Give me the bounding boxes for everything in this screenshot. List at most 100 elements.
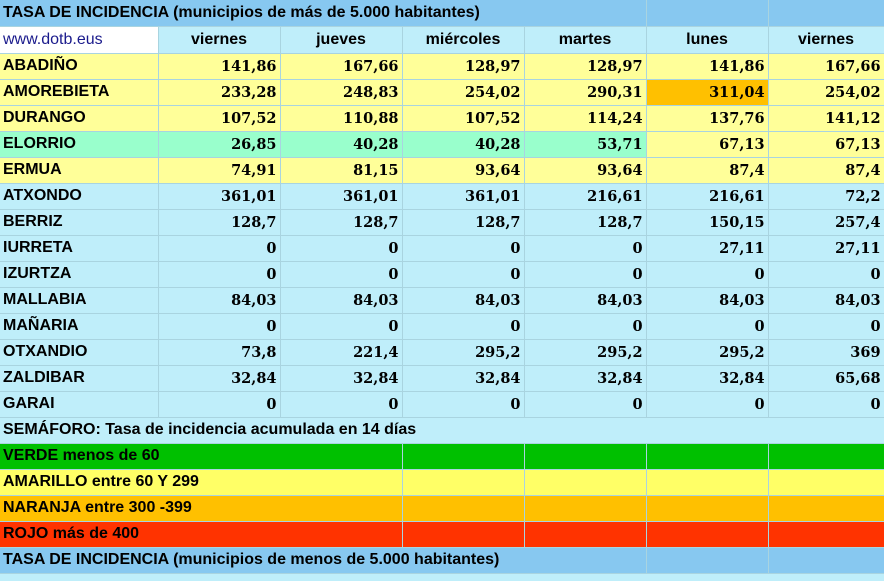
incidence-value: 128,97 (524, 53, 647, 80)
incidence-value: 361,01 (158, 183, 281, 210)
title-filler (646, 0, 769, 27)
day-header: martes (524, 26, 647, 54)
top-title: TASA DE INCIDENCIA (municipios de más de… (0, 0, 647, 27)
incidence-value: 295,2 (524, 339, 647, 366)
table-row: ATXONDO 361,01 361,01 361,01 216,61 216,61 72,… (0, 183, 884, 210)
table-row: GARAI 0 0 0 0 0 0 (0, 391, 884, 418)
incidence-value: 0 (524, 235, 647, 262)
incidence-value: 141,86 (646, 53, 769, 80)
incidence-value: 0 (768, 261, 884, 288)
incidence-value: 84,03 (646, 287, 769, 314)
legend-fill (524, 469, 647, 496)
incidence-value: 0 (280, 391, 403, 418)
title-filler (768, 547, 884, 574)
table-row: IURRETA 0 0 0 0 27,11 27,11 (0, 235, 884, 262)
incidence-value: 0 (524, 261, 647, 288)
municipality-name: AMOREBIETA (0, 79, 159, 106)
incidence-value: 0 (280, 313, 403, 340)
table-row: ERMUA 74,91 81,15 93,64 93,64 87,4 87,4 (0, 157, 884, 184)
incidence-value: 67,13 (646, 131, 769, 158)
incidence-value: 65,68 (768, 365, 884, 392)
incidence-value: 84,03 (402, 287, 525, 314)
incidence-value: 137,76 (646, 105, 769, 132)
incidence-value: 216,61 (524, 183, 647, 210)
incidence-value: 141,12 (768, 105, 884, 132)
incidence-value: 40,28 (280, 131, 403, 158)
legend-fill (768, 495, 884, 522)
incidence-value: 257,4 (768, 209, 884, 236)
incidence-value: 40,28 (402, 131, 525, 158)
municipality-name: BERRIZ (0, 209, 159, 236)
incidence-value: 53,71 (524, 131, 647, 158)
incidence-value: 361,01 (402, 183, 525, 210)
incidence-value: 216,61 (646, 183, 769, 210)
legend-fill (280, 469, 403, 496)
incidence-value: 295,2 (646, 339, 769, 366)
incidence-value: 128,7 (280, 209, 403, 236)
municipality-name: ATXONDO (0, 183, 159, 210)
incidence-value: 128,7 (524, 209, 647, 236)
municipality-name: ABADIÑO (0, 53, 159, 80)
incidence-value: 107,52 (402, 105, 525, 132)
municipality-name: ERMUA (0, 157, 159, 184)
incidence-value: 27,11 (768, 235, 884, 262)
incidence-value: 84,03 (768, 287, 884, 314)
incidence-value: 0 (524, 391, 647, 418)
semaforo-row: SEMÁFORO: Tasa de incidencia acumulada e… (0, 417, 884, 444)
table-row: IZURTZA 0 0 0 0 0 0 (0, 261, 884, 288)
incidence-value: 167,66 (768, 53, 884, 80)
municipality-name: ELORRIO (0, 131, 159, 158)
legend-label: NARANJA entre 300 -399 (0, 495, 280, 522)
incidence-value: 0 (402, 313, 525, 340)
day-header: viernes (768, 26, 884, 54)
incidence-value: 110,88 (280, 105, 403, 132)
incidence-value: 81,15 (280, 157, 403, 184)
incidence-value: 67,13 (768, 131, 884, 158)
title-filler (646, 547, 769, 574)
legend-fill (768, 521, 884, 548)
incidence-value: 84,03 (524, 287, 647, 314)
incidence-value: 254,02 (768, 79, 884, 106)
legend-label: VERDE menos de 60 (0, 443, 280, 470)
incidence-value: 0 (768, 391, 884, 418)
incidence-value: 311,04 (646, 79, 769, 106)
incidence-value: 0 (158, 313, 281, 340)
municipality-name: MAÑARIA (0, 313, 159, 340)
legend-label: ROJO más de 400 (0, 521, 280, 548)
incidence-value: 0 (158, 235, 281, 262)
legend-fill (646, 443, 769, 470)
bottom-title-row: TASA DE INCIDENCIA (municipios de menos … (0, 547, 884, 574)
legend-fill (280, 443, 403, 470)
municipality-name: ZALDIBAR (0, 365, 159, 392)
incidence-value: 0 (402, 391, 525, 418)
incidence-value: 248,83 (280, 79, 403, 106)
incidence-value: 128,7 (402, 209, 525, 236)
site-link[interactable]: www.dotb.eus (0, 26, 159, 54)
legend-label: AMARILLO entre 60 Y 299 (0, 469, 280, 496)
incidence-value: 290,31 (524, 79, 647, 106)
incidence-value: 0 (646, 391, 769, 418)
legend-fill (402, 443, 525, 470)
incidence-value: 0 (280, 235, 403, 262)
legend-row: NARANJA entre 300 -399 (0, 495, 884, 522)
table-row: ELORRIO 26,85 40,28 40,28 53,71 67,13 67,13 (0, 131, 884, 158)
incidence-value: 32,84 (524, 365, 647, 392)
incidence-value: 128,7 (158, 209, 281, 236)
incidence-value: 27,11 (646, 235, 769, 262)
legend-fill (768, 469, 884, 496)
legend-fill (524, 443, 647, 470)
incidence-value: 93,64 (402, 157, 525, 184)
table-row: ABADIÑO 141,86 167,66 128,97 128,97 141,86 167… (0, 53, 884, 80)
incidence-value: 32,84 (280, 365, 403, 392)
incidence-value: 114,24 (524, 105, 647, 132)
incidence-value: 0 (158, 261, 281, 288)
legend-fill (768, 443, 884, 470)
day-header: viernes (158, 26, 281, 54)
table-row: DURANGO 107,52 110,88 107,52 114,24 137,76 141… (0, 105, 884, 132)
incidence-value: 32,84 (402, 365, 525, 392)
incidence-value: 361,01 (280, 183, 403, 210)
legend-fill (402, 521, 525, 548)
incidence-value: 84,03 (280, 287, 403, 314)
semaforo-title: SEMÁFORO: Tasa de incidencia acumulada e… (0, 417, 884, 444)
legend-fill (646, 495, 769, 522)
